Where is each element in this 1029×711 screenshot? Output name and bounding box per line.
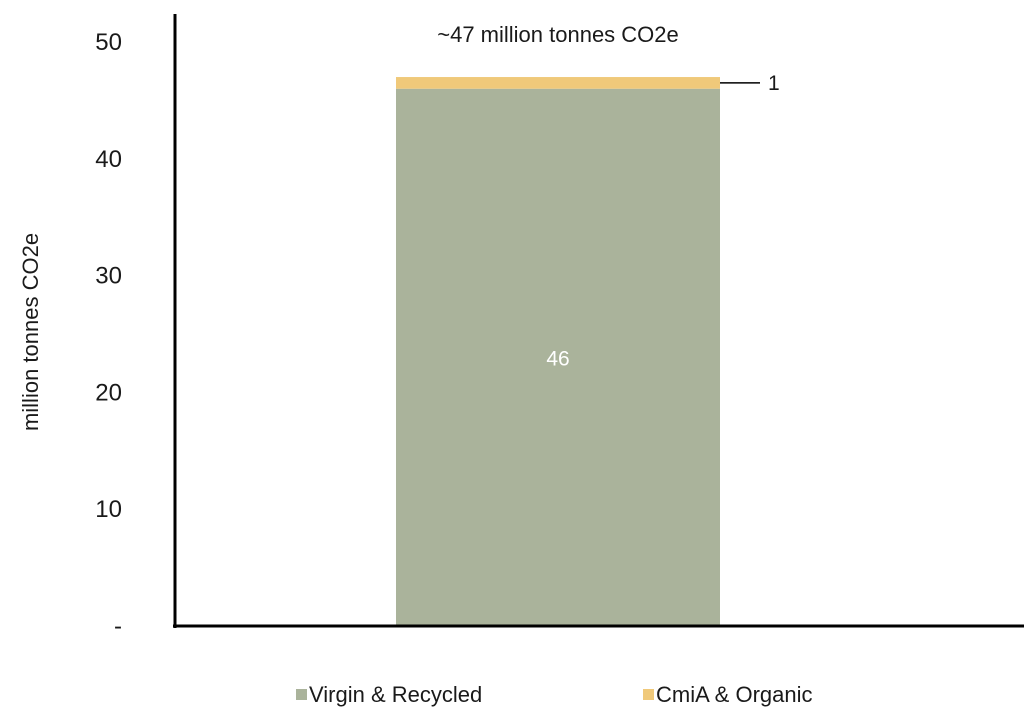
segment-labels: 46 1 [546,72,779,370]
bar-segments [396,77,720,627]
legend: Virgin & Recycled CmiA & Organic [296,682,813,707]
bar-segment-1 [396,77,720,89]
legend-label: Virgin & Recycled [309,682,482,707]
y-tick-label: 20 [95,379,122,406]
legend-swatch [296,689,307,700]
y-tick-label: 50 [95,29,122,56]
bar-segment-0 [396,88,720,627]
y-tick-label: 30 [95,263,122,290]
legend-label: CmiA & Organic [656,682,813,707]
total-annotation: ~47 million tonnes CO2e [437,22,679,47]
y-tick-label: 40 [95,146,122,173]
y-axis-label: million tonnes CO2e [18,233,43,431]
y-tick-label: 10 [95,496,122,523]
segment-value-label: 1 [768,72,780,95]
y-axis-ticks: - 10 20 30 40 50 [95,29,122,640]
legend-swatch [643,689,654,700]
y-tick-label: - [114,613,122,640]
segment-value-label: 46 [546,347,569,370]
